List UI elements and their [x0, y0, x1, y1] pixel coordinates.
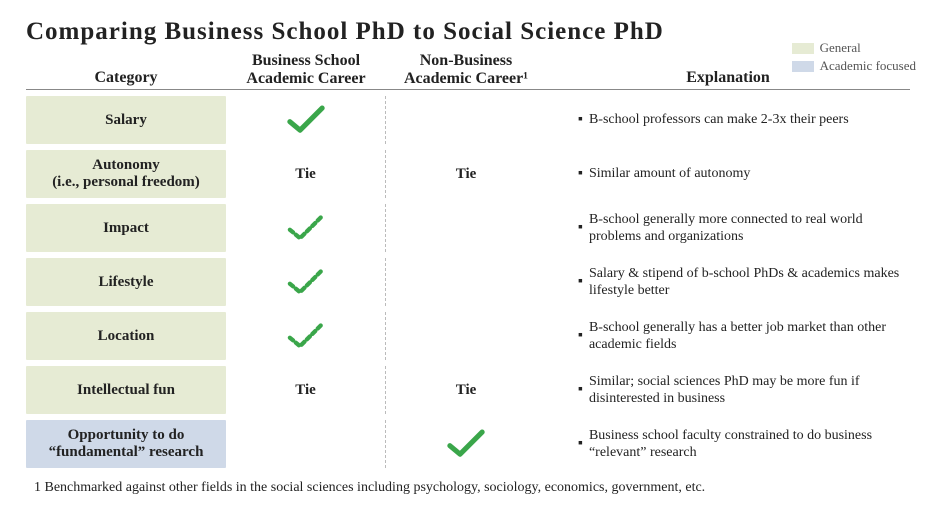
bullet-icon: ▪ — [578, 273, 583, 291]
table-row: Intellectual fun Tie Tie ▪ Similar; soci… — [26, 366, 910, 414]
explanation-text: B-school professors can make 2-3x their … — [589, 111, 849, 129]
category-cell: Lifestyle — [26, 258, 226, 306]
table-row: Opportunity to do“fundamental” research … — [26, 420, 910, 468]
explanation-text: B-school generally more connected to rea… — [589, 211, 910, 246]
category-cell: Autonomy(i.e., personal freedom) — [26, 150, 226, 198]
legend-general-label: General — [820, 40, 861, 56]
explanation-cell: ▪ B-school generally more connected to r… — [546, 204, 910, 252]
col-a-cell — [226, 204, 386, 252]
value-text: Tie — [456, 166, 477, 183]
header-col-a-line2: Academic Career — [246, 70, 365, 87]
table-row: Autonomy(i.e., personal freedom) Tie Tie… — [26, 150, 910, 198]
bullet-icon: ▪ — [578, 435, 583, 453]
legend-academic-label: Academic focused — [820, 58, 916, 74]
header-col-a: Business School Academic Career — [226, 52, 386, 87]
legend: General Academic focused — [792, 40, 916, 76]
bullet-icon: ▪ — [578, 219, 583, 237]
explanation-text: Similar amount of autonomy — [589, 165, 750, 183]
category-cell: Impact — [26, 204, 226, 252]
bullet-icon: ▪ — [578, 111, 583, 129]
col-b-cell — [386, 258, 546, 306]
bullet-icon: ▪ — [578, 327, 583, 345]
explanation-text: Similar; social sciences PhD may be more… — [589, 373, 910, 408]
explanation-cell: ▪ Business school faculty constrained to… — [546, 420, 910, 468]
category-cell: Opportunity to do“fundamental” research — [26, 420, 226, 468]
col-a-cell: Tie — [226, 150, 386, 198]
table-header-row: Category Business School Academic Career… — [26, 52, 910, 90]
col-b-cell: Tie — [386, 366, 546, 414]
col-b-cell: Tie — [386, 150, 546, 198]
col-a-cell — [226, 258, 386, 306]
category-cell: Intellectual fun — [26, 366, 226, 414]
explanation-text: Salary & stipend of b-school PhDs & acad… — [589, 265, 910, 300]
table-row: Impact ▪ B-school generally more connect… — [26, 204, 910, 252]
legend-general: General — [792, 40, 916, 56]
checkmark-icon — [283, 319, 329, 353]
col-a-cell: Tie — [226, 366, 386, 414]
comparison-table: Category Business School Academic Career… — [26, 52, 910, 468]
checkmark-icon — [443, 427, 489, 461]
explanation-cell: ▪ B-school professors can make 2-3x thei… — [546, 96, 910, 144]
legend-general-swatch — [792, 43, 814, 54]
checkmark-icon — [283, 211, 329, 245]
legend-academic-swatch — [792, 61, 814, 72]
col-a-cell — [226, 420, 386, 468]
explanation-cell: ▪ Similar amount of autonomy — [546, 150, 910, 198]
page-title: Comparing Business School PhD to Social … — [26, 18, 910, 46]
bullet-icon: ▪ — [578, 381, 583, 399]
table-row: Lifestyle ▪ Salary & stipend of b-school… — [26, 258, 910, 306]
value-text: Tie — [456, 382, 477, 399]
explanation-text: B-school generally has a better job mark… — [589, 319, 910, 354]
table-row: Salary ▪ B-school professors can make 2-… — [26, 96, 910, 144]
header-col-b-line1: Non-Business — [420, 52, 512, 69]
value-text: Tie — [295, 382, 316, 399]
header-col-b-line2: Academic Career¹ — [404, 70, 528, 87]
table-row: Location ▪ B-school generally has a bett… — [26, 312, 910, 360]
value-text: Tie — [295, 166, 316, 183]
header-col-a-line1: Business School — [252, 52, 360, 69]
category-cell: Location — [26, 312, 226, 360]
header-category: Category — [26, 69, 226, 87]
legend-academic: Academic focused — [792, 58, 916, 74]
explanation-cell: ▪ Similar; social sciences PhD may be mo… — [546, 366, 910, 414]
col-b-cell — [386, 420, 546, 468]
footnote: 1 Benchmarked against other fields in th… — [34, 480, 910, 496]
col-b-cell — [386, 96, 546, 144]
explanation-text: Business school faculty constrained to d… — [589, 427, 910, 462]
header-col-b: Non-Business Academic Career¹ — [386, 52, 546, 87]
explanation-cell: ▪ B-school generally has a better job ma… — [546, 312, 910, 360]
bullet-icon: ▪ — [578, 165, 583, 183]
col-b-cell — [386, 312, 546, 360]
col-a-cell — [226, 312, 386, 360]
checkmark-icon — [283, 265, 329, 299]
checkmark-icon — [283, 103, 329, 137]
col-b-cell — [386, 204, 546, 252]
category-cell: Salary — [26, 96, 226, 144]
explanation-cell: ▪ Salary & stipend of b-school PhDs & ac… — [546, 258, 910, 306]
col-a-cell — [226, 96, 386, 144]
